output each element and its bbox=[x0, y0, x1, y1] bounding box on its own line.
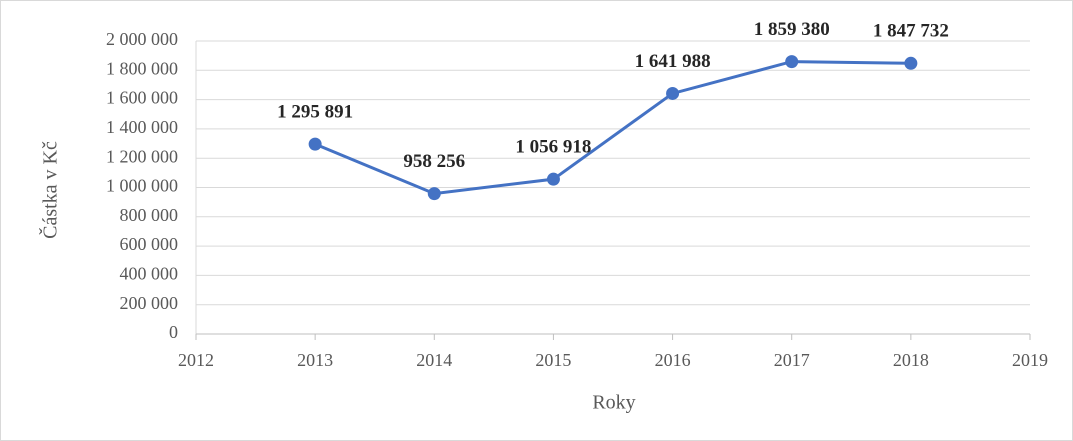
x-tick-label: 2017 bbox=[774, 350, 810, 370]
y-tick-label: 1 200 000 bbox=[106, 146, 178, 166]
marker bbox=[904, 56, 918, 70]
data-label: 1 056 918 bbox=[515, 137, 591, 158]
data-label: 1 847 732 bbox=[873, 21, 949, 42]
data-label: 1 641 988 bbox=[635, 51, 711, 72]
marker bbox=[546, 172, 560, 186]
y-tick-label: 1 400 000 bbox=[106, 117, 178, 137]
y-tick-label: 600 000 bbox=[120, 234, 179, 254]
data-label: 1 859 380 bbox=[754, 19, 830, 40]
data-label: 1 295 891 bbox=[277, 102, 353, 123]
y-tick-label: 1 600 000 bbox=[106, 88, 178, 108]
y-tick-label: 400 000 bbox=[120, 264, 179, 284]
y-tick-label: 1 800 000 bbox=[106, 58, 178, 78]
marker bbox=[308, 137, 322, 151]
x-tick-label: 2014 bbox=[416, 350, 452, 370]
x-tick-label: 2016 bbox=[655, 350, 691, 370]
y-tick-label: 800 000 bbox=[120, 205, 179, 225]
x-tick-label: 2013 bbox=[297, 350, 333, 370]
y-axis-label: Částka v Kč bbox=[38, 141, 62, 239]
x-tick-label: 2019 bbox=[1012, 350, 1048, 370]
marker bbox=[785, 55, 799, 69]
line bbox=[314, 60, 911, 196]
marker bbox=[666, 86, 680, 100]
y-tick-label: 2 000 000 bbox=[106, 29, 178, 49]
x-tick-label: 2012 bbox=[178, 350, 214, 370]
x-tick-label: 2015 bbox=[535, 350, 571, 370]
y-tick-label: 0 bbox=[169, 322, 178, 342]
y-tick-label: 200 000 bbox=[120, 293, 179, 313]
marker bbox=[427, 187, 441, 201]
x-tick-label: 2018 bbox=[893, 350, 929, 370]
x-axis-label: Roky bbox=[592, 392, 635, 414]
y-tick-label: 1 000 000 bbox=[106, 176, 178, 196]
data-label: 958 256 bbox=[403, 151, 465, 172]
